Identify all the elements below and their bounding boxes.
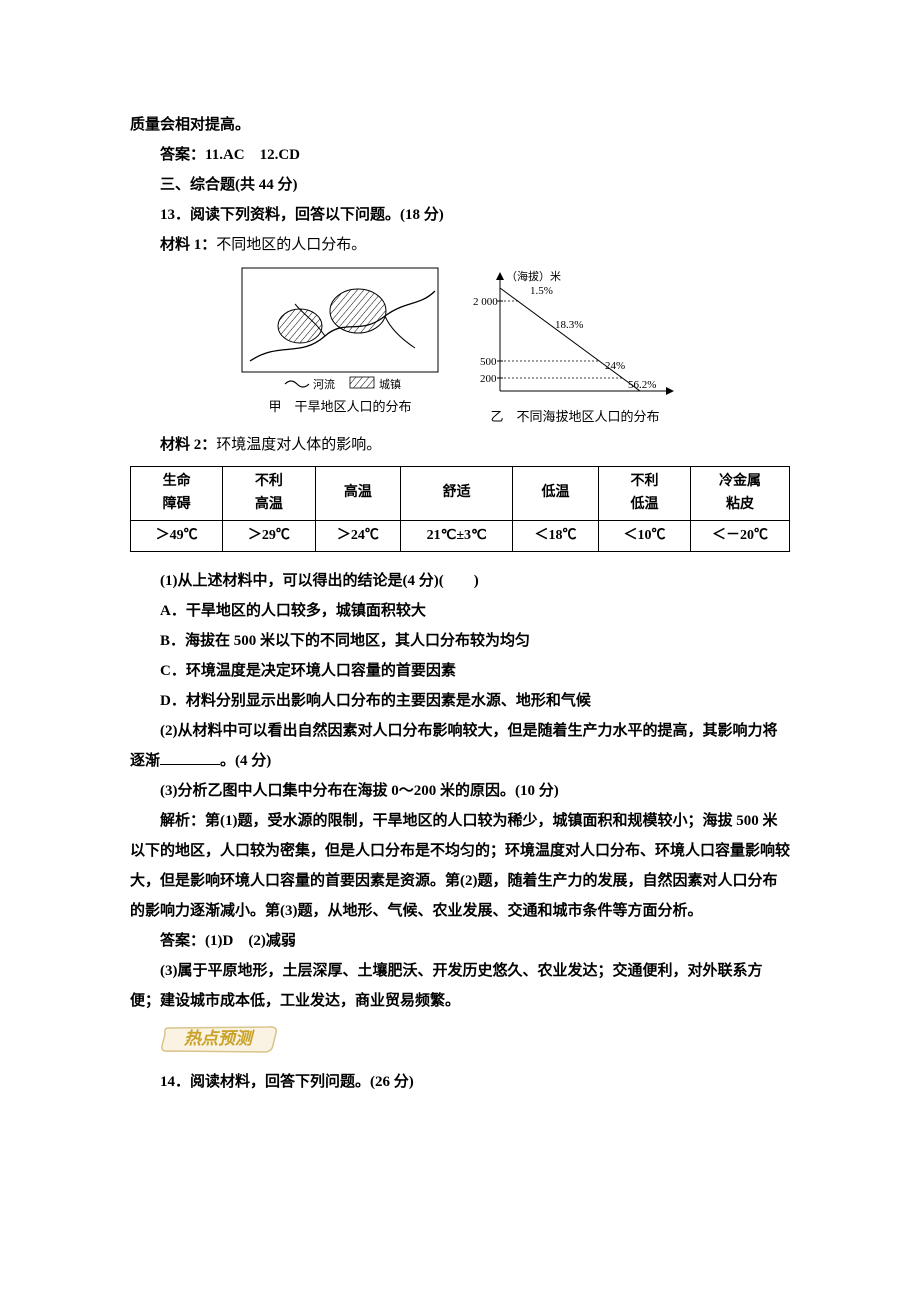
figb-val-2: 18.3%: [555, 319, 583, 331]
table-cell: 高温: [315, 467, 401, 521]
q13-3-stem: (3)分析乙图中人口集中分布在海拔 0～200 米的原因。(10 分): [130, 776, 790, 806]
table-cell: 生命障碍: [131, 467, 223, 521]
q14-text: 阅读材料，回答下列问题。(26 分): [190, 1074, 414, 1090]
q13-2-stem: (2)从材料中可以看出自然因素对人口分布影响较大，但是随着生产力水平的提高，其影…: [130, 716, 790, 776]
table-cell: 舒适: [401, 467, 513, 521]
q13-jiexi: 解析：第(1)题，受水源的限制，干旱地区的人口较为稀少，城镇面积和规模较小；海拔…: [130, 806, 790, 926]
q13-3-head: (3): [160, 783, 178, 799]
q13-answer-1: 答案：(1)D (2)减弱: [130, 926, 790, 956]
q13-text: 阅读下列资料，回答以下问题。(18 分): [190, 207, 444, 223]
table-cell: 不利低温: [598, 467, 690, 521]
figb-y-label: （海拔）米: [506, 269, 561, 283]
material-2-label: 材料 2：: [160, 437, 216, 453]
ans3-head: (3): [160, 963, 178, 979]
figb-tick-2000: 2 000: [473, 296, 498, 308]
figb-val-4: 56.2%: [628, 379, 656, 391]
q13-opt-d: D．材料分别显示出影响人口分布的主要因素是水源、地形和气候: [130, 686, 790, 716]
figure-a: 河流 城镇 甲 干旱地区人口的分布: [240, 266, 440, 426]
q13-stem: 13．阅读下列资料，回答以下问题。(18 分): [130, 200, 790, 230]
banner-svg: 热点预测: [160, 1022, 280, 1056]
table-cell: ＜－20℃: [691, 520, 790, 551]
material-2-text: 环境温度对人体的影响。: [216, 437, 381, 453]
table-cell: ＜18℃: [513, 520, 599, 551]
figure-row: 河流 城镇 甲 干旱地区人口的分布 （海拔）米 2 000: [130, 266, 790, 426]
jiexi-label: 解析：: [160, 813, 205, 829]
material-1: 材料 1：不同地区的人口分布。: [130, 230, 790, 260]
q13-opt-a: A．干旱地区的人口较多，城镇面积较大: [130, 596, 790, 626]
q13-answer-3: (3)属于平原地形，土层深厚、土壤肥沃、开发历史悠久、农业发达；交通便利，对外联…: [130, 956, 790, 1016]
fill-blank: [160, 750, 220, 765]
q14-number: 14．: [160, 1074, 190, 1090]
q13-1-text: 从上述材料中，可以得出的结论是(4 分)( ): [178, 573, 479, 589]
figure-b-svg: （海拔）米 2 000 500 200 1.5% 18.3% 24% 56.2%: [470, 266, 680, 406]
table-cell: ＞29℃: [223, 520, 315, 551]
figb-val-1: 1.5%: [530, 285, 553, 297]
q13-2-after: 。(4 分): [220, 753, 271, 769]
hotspot-banner: 热点预测: [130, 1022, 790, 1067]
q13-opt-c: C．环境温度是决定环境人口容量的首要因素: [130, 656, 790, 686]
figure-a-svg: 河流 城镇: [240, 266, 440, 396]
legend-town-text: 城镇: [379, 377, 401, 391]
table-cell: ＞49℃: [131, 520, 223, 551]
figure-b: （海拔）米 2 000 500 200 1.5% 18.3% 24% 56.2%: [470, 266, 680, 426]
answer-label: 答案：: [160, 147, 205, 163]
q13-number: 13．: [160, 207, 190, 223]
ans-label: 答案：: [160, 933, 205, 949]
document-page: 质量会相对提高。 答案：11.AC 12.CD 三、综合题(共 44 分) 13…: [0, 0, 920, 1302]
figure-a-caption: 甲 干旱地区人口的分布: [268, 398, 411, 416]
table-cell: ＜10℃: [598, 520, 690, 551]
legend-river-text: 河流: [313, 377, 335, 391]
ans3-text: 属于平原地形，土层深厚、土壤肥沃、开发历史悠久、农业发达；交通便利，对外联系方便…: [130, 963, 763, 1009]
ans-1-2: (1)D (2)减弱: [205, 933, 296, 949]
figb-val-3: 24%: [605, 360, 625, 372]
table-cell: 冷金属粘皮: [691, 467, 790, 521]
table-row: ＞49℃ ＞29℃ ＞24℃ 21℃±3℃ ＜18℃ ＜10℃ ＜－20℃: [131, 520, 790, 551]
figb-tick-200: 200: [480, 373, 497, 385]
q14-stem: 14．阅读材料，回答下列问题。(26 分): [130, 1067, 790, 1097]
q13-3-text: 分析乙图中人口集中分布在海拔 0～200 米的原因。(10 分): [178, 783, 559, 799]
material-1-label: 材料 1：: [160, 237, 216, 253]
figb-tick-500: 500: [480, 356, 497, 368]
material-1-text: 不同地区的人口分布。: [216, 237, 366, 253]
table-cell: 不利高温: [223, 467, 315, 521]
q13-1-stem: (1)从上述材料中，可以得出的结论是(4 分)( ): [130, 566, 790, 596]
table-cell: 低温: [513, 467, 599, 521]
q13-2-head: (2): [160, 723, 178, 739]
jiexi-text: 第(1)题，受水源的限制，干旱地区的人口较为稀少，城镇面积和规模较小；海拔 50…: [130, 813, 790, 919]
material-2: 材料 2：环境温度对人体的影响。: [130, 430, 790, 460]
temperature-table: 生命障碍 不利高温 高温 舒适 低温 不利低温 冷金属粘皮 ＞49℃ ＞29℃ …: [130, 466, 790, 552]
section-3-heading: 三、综合题(共 44 分): [130, 170, 790, 200]
figure-b-caption: 乙 不同海拔地区人口的分布: [490, 408, 659, 426]
banner-text: 热点预测: [183, 1029, 255, 1048]
answer-11-12: 答案：11.AC 12.CD: [130, 140, 790, 170]
q13-opt-b: B．海拔在 500 米以下的不同地区，其人口分布较为均匀: [130, 626, 790, 656]
intro-line: 质量会相对提高。: [130, 110, 790, 140]
table-cell: 21℃±3℃: [401, 520, 513, 551]
q13-1-head: (1): [160, 573, 178, 589]
answer-value: 11.AC 12.CD: [205, 147, 300, 163]
table-cell: ＞24℃: [315, 520, 401, 551]
table-row: 生命障碍 不利高温 高温 舒适 低温 不利低温 冷金属粘皮: [131, 467, 790, 521]
